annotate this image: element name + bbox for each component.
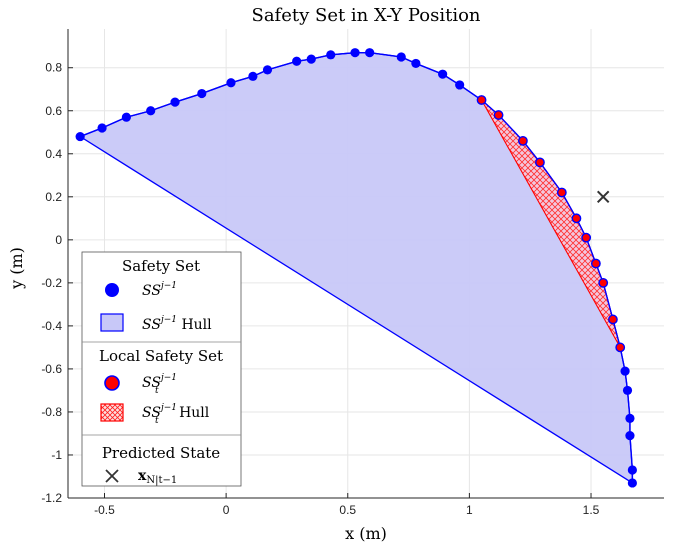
ss-point <box>625 431 635 441</box>
ss-point <box>350 48 360 58</box>
x-ticks: -0.5 0 0.5 1 1.5 <box>94 493 600 517</box>
chart-title: Safety Set in X-Y Position <box>251 5 480 26</box>
x-tick-label: -0.5 <box>94 503 115 517</box>
y-tick-label: 0.6 <box>45 104 62 118</box>
x-tick-label: 0 <box>223 503 230 517</box>
ss-point <box>292 56 302 66</box>
legend-sst-marker <box>104 375 120 391</box>
ss-point <box>627 465 637 475</box>
legend-pred-label: xN|t−1 <box>138 468 177 486</box>
legend-pred-marker <box>105 469 119 483</box>
sst-point <box>493 110 504 120</box>
legend-ss-hull-label: SSj−1 Hull <box>142 315 212 333</box>
y-ticks: -1.2 -1 -0.8 -0.6 -0.4 -0.2 0 0.2 0.4 0.6 0.8 <box>41 61 73 505</box>
legend-heading-safety-set: Safety Set <box>122 257 200 275</box>
ss-point <box>438 69 448 79</box>
sst-point <box>608 314 618 325</box>
ss-point <box>248 71 258 81</box>
y-tick-label: -1.2 <box>41 491 62 505</box>
ss-point <box>121 112 131 122</box>
ss-point <box>622 385 633 396</box>
legend-heading-local-safety-set: Local Safety Set <box>99 347 223 365</box>
ss-point <box>306 54 316 64</box>
y-tick-label: -0.6 <box>41 362 62 376</box>
x-tick-label: 0.5 <box>339 503 356 517</box>
y-tick-label: -0.2 <box>41 276 62 290</box>
ss-point <box>226 78 236 88</box>
y-axis-label: y (m) <box>7 247 26 290</box>
ss-point <box>197 88 207 99</box>
sst-point <box>615 342 626 353</box>
legend-sst-hull-label: SSj−1 t Hull <box>142 403 210 426</box>
legend: Safety Set SSj−1 SSj−1 Hull Local Safety… <box>81 251 242 487</box>
ss-point <box>396 52 406 62</box>
ss-point <box>365 48 375 58</box>
ss-point <box>455 80 465 90</box>
sst-point <box>571 213 582 224</box>
sst-point <box>556 187 567 198</box>
x-tick-label: 1.5 <box>583 503 600 517</box>
ss-point <box>262 65 273 75</box>
ss-point <box>75 131 85 142</box>
legend-sst-label: SSj−1 t <box>142 373 177 396</box>
ss-point <box>146 106 156 116</box>
y-tick-label: 0.4 <box>45 147 62 161</box>
legend-ss-hull-swatch <box>100 313 124 332</box>
ss-point <box>326 50 336 60</box>
y-tick-label: 0 <box>55 233 62 247</box>
ss-point <box>625 413 635 423</box>
ss-point <box>620 366 630 376</box>
ss-point <box>411 58 421 69</box>
predicted-state-marker <box>596 190 610 204</box>
sst-point <box>476 95 487 105</box>
sst-point <box>598 277 609 288</box>
y-tick-label: -0.4 <box>41 319 62 333</box>
y-tick-label: -0.8 <box>41 405 62 419</box>
sst-point <box>590 258 601 269</box>
x-tick-label: 1 <box>466 503 473 517</box>
y-tick-label: 0.8 <box>45 61 62 75</box>
legend-sst-hull-swatch <box>100 403 124 422</box>
series-markers <box>75 48 637 488</box>
sst-point <box>518 135 528 146</box>
ss-point <box>170 97 180 107</box>
legend-heading-predicted-state: Predicted State <box>102 444 220 462</box>
x-axis-label: x (m) <box>345 524 387 543</box>
legend-ss-marker <box>105 283 119 297</box>
ss-point <box>627 478 637 488</box>
sst-point <box>535 157 545 168</box>
y-tick-label: -1 <box>51 448 62 462</box>
ss-point <box>97 123 107 133</box>
y-tick-label: 0.2 <box>45 190 62 204</box>
legend-ss-label: SSj−1 <box>142 281 177 299</box>
sst-point <box>581 232 592 243</box>
